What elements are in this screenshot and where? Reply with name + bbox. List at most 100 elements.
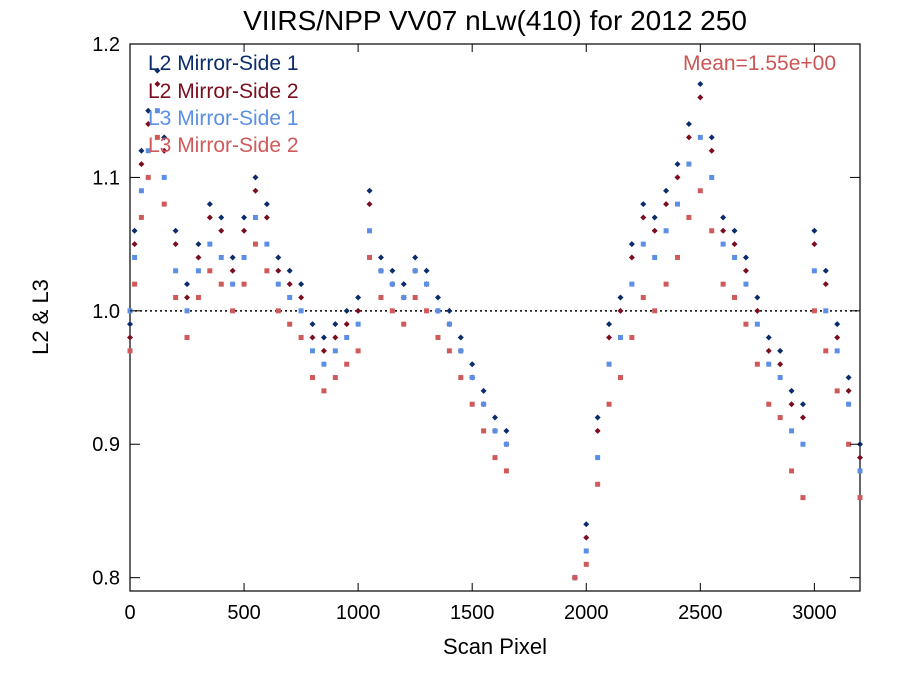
data-point-series-4 (721, 282, 726, 287)
data-point-series-3 (709, 175, 714, 180)
data-point-series-2 (264, 214, 270, 220)
data-point-series-4 (629, 335, 634, 340)
x-tick-label: 2500 (678, 602, 723, 624)
data-point-series-2 (743, 268, 749, 274)
x-axis-label: Scan Pixel (443, 634, 547, 659)
data-point-series-1 (132, 228, 138, 234)
data-point-series-1 (675, 161, 681, 167)
data-point-series-1 (720, 214, 726, 220)
data-point-series-3 (310, 348, 315, 353)
data-point-series-3 (132, 255, 137, 260)
data-point-series-2 (195, 254, 201, 260)
data-point-series-2 (344, 321, 350, 327)
data-point-series-4 (162, 202, 167, 207)
data-point-series-2 (321, 348, 327, 354)
data-point-series-3 (139, 188, 144, 193)
data-point-series-2 (652, 228, 658, 234)
data-point-series-4 (709, 228, 714, 233)
data-point-series-1 (458, 335, 464, 341)
data-point-series-4 (607, 402, 612, 407)
data-point-series-3 (162, 175, 167, 180)
data-point-series-1 (789, 388, 795, 394)
data-point-series-1 (481, 388, 487, 394)
data-point-series-4 (321, 388, 326, 393)
data-point-series-4 (504, 468, 509, 473)
data-point-series-1 (766, 335, 772, 341)
data-point-series-1 (401, 281, 407, 287)
data-point-series-3 (356, 322, 361, 327)
data-point-series-3 (207, 242, 212, 247)
data-point-series-1 (138, 148, 144, 154)
data-point-series-1 (697, 81, 703, 87)
data-point-series-4 (401, 322, 406, 327)
data-point-series-1 (355, 294, 361, 300)
data-point-series-2 (367, 201, 373, 207)
data-point-series-4 (390, 308, 395, 313)
data-point-series-1 (310, 321, 316, 327)
data-point-series-4 (242, 282, 247, 287)
data-point-series-3 (698, 135, 703, 140)
data-point-series-2 (184, 294, 190, 300)
data-point-series-1 (241, 214, 247, 220)
data-point-series-1 (583, 521, 589, 527)
data-point-series-2 (846, 388, 852, 394)
x-tick-label: 3000 (792, 602, 837, 624)
data-point-series-2 (697, 94, 703, 100)
data-point-series-3 (185, 308, 190, 313)
data-point-series-2 (298, 294, 304, 300)
x-tick-label: 2000 (564, 602, 609, 624)
data-point-series-2 (857, 455, 863, 461)
data-point-series-1 (777, 348, 783, 354)
data-point-series-1 (252, 174, 258, 180)
data-point-series-1 (709, 134, 715, 140)
data-point-series-2 (789, 401, 795, 407)
legend: L2 Mirror-Side 1 L2 Mirror-Side 2 L3 Mir… (148, 52, 299, 157)
data-point-series-4 (447, 348, 452, 353)
scatter-chart: VIIRS/NPP VV07 nLw(410) for 2012 250 050… (0, 0, 900, 675)
data-point-series-3 (447, 322, 452, 327)
data-point-series-4 (800, 495, 805, 500)
data-point-series-4 (333, 375, 338, 380)
data-point-series-2 (332, 335, 338, 341)
data-point-series-3 (390, 282, 395, 287)
data-point-series-3 (413, 268, 418, 273)
data-point-series-3 (321, 362, 326, 367)
data-point-series-3 (743, 282, 748, 287)
data-point-series-4 (219, 282, 224, 287)
data-point-series-2 (686, 134, 692, 140)
data-point-series-4 (618, 375, 623, 380)
data-point-series-4 (835, 388, 840, 393)
data-point-series-2 (138, 161, 144, 167)
data-point-series-1 (173, 228, 179, 234)
data-point-series-3 (675, 202, 680, 207)
data-point-series-1 (264, 201, 270, 207)
data-point-series-3 (367, 228, 372, 233)
data-point-series-2 (132, 241, 138, 247)
data-point-series-1 (823, 268, 829, 274)
x-tick-label: 1500 (450, 602, 495, 624)
data-point-series-3 (584, 548, 589, 553)
data-point-series-4 (572, 575, 577, 580)
data-point-series-1 (503, 428, 509, 434)
data-point-series-4 (146, 175, 151, 180)
data-point-series-4 (128, 348, 133, 353)
data-point-series-4 (812, 308, 817, 313)
data-point-series-1 (287, 268, 293, 274)
data-point-series-4 (458, 375, 463, 380)
data-point-series-4 (196, 295, 201, 300)
data-point-series-1 (606, 321, 612, 327)
data-point-series-4 (652, 308, 657, 313)
data-point-series-4 (139, 215, 144, 220)
y-tick-label: 0.9 (92, 434, 120, 456)
data-point-series-4 (424, 308, 429, 313)
data-point-series-1 (218, 214, 224, 220)
data-point-series-3 (264, 242, 269, 247)
data-point-series-2 (834, 335, 840, 341)
data-point-series-1 (663, 188, 669, 194)
data-point-series-3 (800, 442, 805, 447)
data-point-series-2 (230, 268, 236, 274)
data-point-series-1 (446, 308, 452, 314)
data-point-series-1 (424, 268, 430, 274)
data-point-series-2 (355, 308, 361, 314)
data-point-series-1 (754, 294, 760, 300)
